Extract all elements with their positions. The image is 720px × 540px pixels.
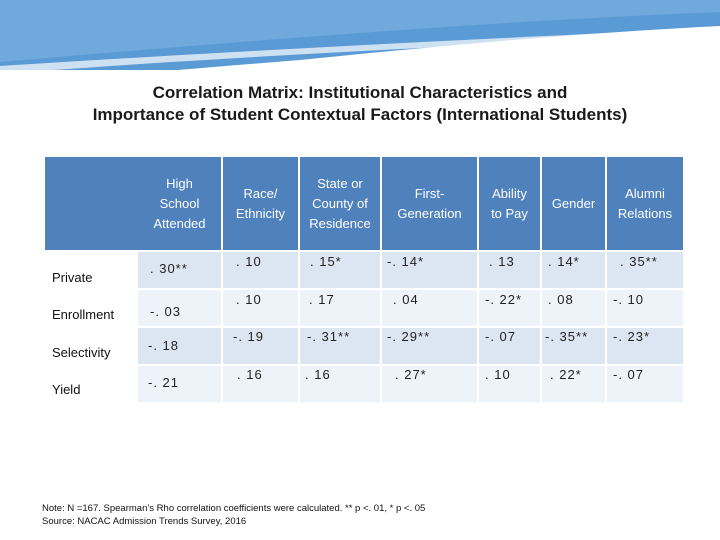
table-cell: . 04 xyxy=(382,290,477,326)
table-cell: . 22* xyxy=(542,366,605,402)
table-cell: . 16 xyxy=(300,366,380,402)
title-line-1: Correlation Matrix: Institutional Charac… xyxy=(152,83,568,102)
row-label-yield: Yield xyxy=(52,382,81,397)
header-text: High xyxy=(166,175,193,191)
header-text: Relations xyxy=(617,205,673,221)
table-cell: -. 14* xyxy=(382,252,477,288)
header-state-county-residence: State or County of Residence xyxy=(300,157,380,250)
table-cell: -. 19 xyxy=(223,328,298,364)
table-cell: . 30** xyxy=(138,252,221,288)
header-text: Alumni xyxy=(625,185,665,201)
header-text: State or xyxy=(317,175,363,191)
table-cell: -. 29** xyxy=(382,328,477,364)
row-label-private: Private xyxy=(52,270,93,285)
header-text: Gender xyxy=(551,195,596,211)
header-corner xyxy=(45,157,138,250)
table-cell: . 27* xyxy=(382,366,477,402)
header-alumni-relations: Alumni Relations xyxy=(607,157,683,250)
table-cell: . 10 xyxy=(223,252,298,288)
table-cell: -. 10 xyxy=(607,290,683,326)
row-label-selectivity: Selectivity xyxy=(52,345,111,360)
header-text: Ethnicity xyxy=(235,205,286,221)
table-cell: -. 18 xyxy=(138,328,221,364)
header-text: Attended xyxy=(153,215,206,231)
header-gender: Gender xyxy=(542,157,605,250)
header-text: Residence xyxy=(309,215,371,231)
header-text: County of xyxy=(312,195,368,211)
table-cell: . 08 xyxy=(542,290,605,326)
slide-title: Correlation Matrix: Institutional Charac… xyxy=(40,82,680,126)
table-note: Note: N =167. Spearman’s Rho correlation… xyxy=(42,502,425,528)
title-line-2: Importance of Student Contextual Factors… xyxy=(92,105,628,124)
table-cell: -. 07 xyxy=(607,366,683,402)
table-cell: . 16 xyxy=(223,366,298,402)
header-text: Race/ xyxy=(243,185,278,201)
header-text: Generation xyxy=(397,205,462,221)
table-cell: -. 22* xyxy=(479,290,540,326)
table-cell: . 15* xyxy=(300,252,380,288)
table-cell: -. 35** xyxy=(542,328,605,364)
header-text: to Pay xyxy=(491,205,528,221)
source-line: Source: NACAC Admission Trends Survey, 2… xyxy=(42,516,247,527)
table-cell: -. 07 xyxy=(479,328,540,364)
table-cell: . 14* xyxy=(542,252,605,288)
table-cell: -. 23* xyxy=(607,328,683,364)
decorative-banner xyxy=(0,0,720,70)
table-cell: -. 03 xyxy=(138,290,221,326)
header-text: School xyxy=(159,195,200,211)
row-label-enrollment: Enrollment xyxy=(52,307,115,322)
row-label-column xyxy=(45,250,138,400)
table-cell: . 10 xyxy=(479,366,540,402)
header-ability-to-pay: Ability to Pay xyxy=(479,157,540,250)
header-text: Ability xyxy=(492,185,527,201)
note-line: Note: N =167. Spearman’s Rho correlation… xyxy=(42,503,426,514)
header-race-ethnicity: Race/Ethnicity xyxy=(223,157,298,250)
header-high-school-attended: High School Attended xyxy=(138,157,221,250)
header-text: First- xyxy=(414,185,445,201)
table-cell: . 13 xyxy=(479,252,540,288)
table-cell: -. 21 xyxy=(138,366,221,402)
header-first-generation: First- Generation xyxy=(382,157,477,250)
table-cell: . 35** xyxy=(607,252,683,288)
table-cell: . 10 xyxy=(223,290,298,326)
table-cell: -. 31** xyxy=(300,328,380,364)
table-cell: . 17 xyxy=(300,290,380,326)
